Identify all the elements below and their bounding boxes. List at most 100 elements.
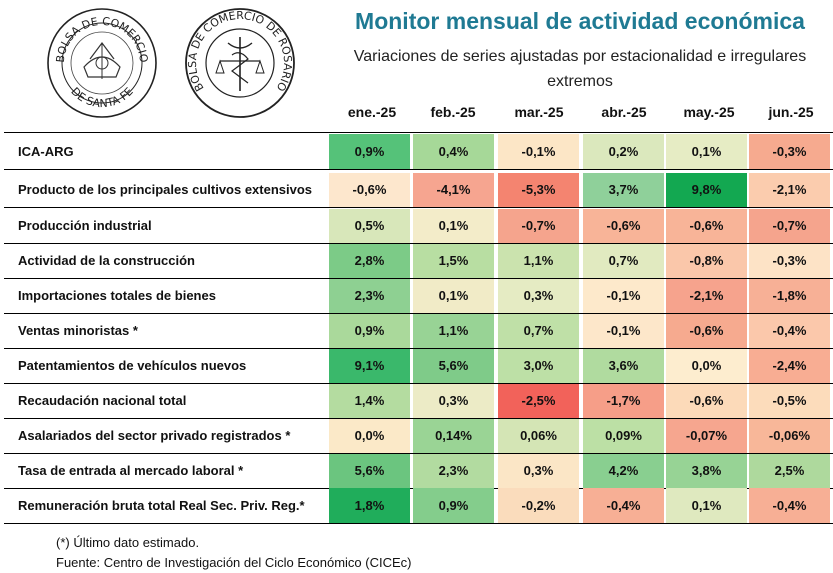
table-row: Remuneración bruta total Real Sec. Priv.… [0, 488, 833, 523]
table-row: Tasa de entrada al mercado laboral * 5,6%… [0, 454, 833, 488]
value-cell: 5,6% [329, 454, 410, 488]
source-note: Fuente: Centro de Investigación del Cicl… [56, 555, 412, 570]
bolsa-santa-fe-logo: BOLSA DE COMERCIO DE SANTA FE [47, 8, 157, 118]
value-cell: 0,4% [413, 134, 494, 169]
row-divider [4, 418, 833, 419]
row-divider [4, 313, 833, 314]
table-row: Patentamientos de vehículos nuevos 9,1% 5,… [0, 349, 833, 383]
value-cell: -0,07% [666, 419, 747, 453]
value-cell: -0,7% [498, 209, 579, 243]
table-row: Recaudación nacional total 1,4% 0,3% -2,5% -… [0, 384, 833, 418]
value-cell: -0,4% [749, 314, 830, 348]
value-cell: -2,4% [749, 349, 830, 383]
table-row: Actividad de la construcción 2,8% 1,5% 1,1%… [0, 244, 833, 278]
value-cell: -0,6% [583, 209, 664, 243]
table-row: Asalariados del sector privado registrad… [0, 419, 833, 453]
value-cell: 1,1% [498, 244, 579, 278]
table-row: Ventas minoristas * 0,9% 1,1% 0,7% -0,1% -0,6… [0, 314, 833, 348]
value-cell: 9,8% [666, 173, 747, 207]
value-cell: -0,5% [749, 384, 830, 418]
table-row: Importaciones totales de bienes 2,3% 0,1% 0… [0, 279, 833, 313]
value-cell: 0,3% [413, 384, 494, 418]
footnotes: (*) Último dato estimado. Fuente: Centro… [56, 533, 412, 573]
value-cell: 3,7% [583, 173, 664, 207]
table-row: Producción industrial 0,5% 0,1% -0,7% -0,6% -… [0, 209, 833, 243]
column-header: jun.-25 [768, 104, 814, 120]
value-cell: -0,1% [583, 314, 664, 348]
row-label: Tasa de entrada al mercado laboral * [18, 463, 244, 478]
row-label: ICA-ARG [18, 144, 74, 159]
value-cell: 0,1% [666, 488, 747, 523]
column-header: abr.-25 [601, 104, 647, 120]
column-header: may.-25 [683, 104, 735, 120]
value-cell: -0,6% [666, 209, 747, 243]
value-cell: 0,7% [583, 244, 664, 278]
row-label: Importaciones totales de bienes [18, 288, 216, 303]
report-title: Monitor mensual de actividad económica [355, 8, 805, 34]
value-cell: 0,2% [583, 134, 664, 169]
value-cell: -1,7% [583, 384, 664, 418]
value-cell: 2,3% [329, 279, 410, 313]
value-cell: 0,9% [329, 314, 410, 348]
table-row: ICA-ARG 0,9% 0,4% -0,1% 0,2% 0,1% -0,3% [0, 134, 833, 169]
row-divider [4, 243, 833, 244]
value-cell: 3,8% [666, 454, 747, 488]
value-cell: 9,1% [329, 349, 410, 383]
value-cell: 0,09% [583, 419, 664, 453]
report-subtitle: Variaciones de series ajustadas por esta… [353, 48, 807, 90]
value-cell: 2,5% [749, 454, 830, 488]
estimate-note: (*) Último dato estimado. [56, 535, 200, 550]
value-cell: -0,6% [666, 314, 747, 348]
value-cell: 4,2% [583, 454, 664, 488]
row-divider [4, 169, 833, 170]
value-cell: -2,1% [749, 173, 830, 207]
value-cell: -0,4% [583, 488, 664, 523]
row-label: Recaudación nacional total [18, 393, 187, 408]
row-divider [4, 348, 833, 349]
value-cell: 0,1% [413, 209, 494, 243]
row-label: Ventas minoristas * [18, 323, 138, 338]
value-cell: -2,1% [666, 279, 747, 313]
value-cell: 3,0% [498, 349, 579, 383]
row-label: Remuneración bruta total Real Sec. Priv.… [18, 498, 305, 513]
value-cell: 0,06% [498, 419, 579, 453]
row-divider [4, 207, 833, 208]
column-header: mar.-25 [514, 104, 564, 120]
value-cell: 0,5% [329, 209, 410, 243]
value-cell: 0,3% [498, 454, 579, 488]
value-cell: 0,3% [498, 279, 579, 313]
value-cell: -0,1% [583, 279, 664, 313]
logos: BOLSA DE COMERCIO DE SANTA FE BOLSA DE C… [46, 7, 296, 119]
value-cell: 2,8% [329, 244, 410, 278]
value-cell: -2,5% [498, 384, 579, 418]
value-cell: -0,6% [329, 173, 410, 207]
value-cell: 0,14% [413, 419, 494, 453]
value-cell: -0,06% [749, 419, 830, 453]
value-cell: 0,1% [666, 134, 747, 169]
value-cell: -0,7% [749, 209, 830, 243]
value-cell: 1,8% [329, 488, 410, 523]
row-divider [4, 278, 833, 279]
value-cell: -4,1% [413, 173, 494, 207]
value-cell: 5,6% [413, 349, 494, 383]
value-cell: 2,3% [413, 454, 494, 488]
value-cell: 0,7% [498, 314, 579, 348]
bolsa-rosario-logo: BOLSA DE COMERCIO DE ROSARIO [185, 8, 295, 118]
table-top-rule [4, 132, 833, 133]
value-cell: -5,3% [498, 173, 579, 207]
value-cell: -1,8% [749, 279, 830, 313]
value-cell: -0,3% [749, 134, 830, 169]
row-divider [4, 523, 833, 524]
value-cell: 0,1% [413, 279, 494, 313]
value-cell: -0,6% [666, 384, 747, 418]
table-row: Producto de los principales cultivos ext… [0, 173, 833, 207]
svg-text:DE SANTA FE: DE SANTA FE [68, 85, 135, 110]
row-label: Patentamientos de vehículos nuevos [18, 358, 247, 373]
row-label: Actividad de la construcción [18, 253, 195, 268]
value-cell: 0,9% [329, 134, 410, 169]
row-label: Asalariados del sector privado registrad… [18, 428, 291, 443]
value-cell: 1,5% [413, 244, 494, 278]
value-cell: -0,3% [749, 244, 830, 278]
column-header: feb.-25 [430, 104, 476, 120]
value-cell: -0,4% [749, 488, 830, 523]
